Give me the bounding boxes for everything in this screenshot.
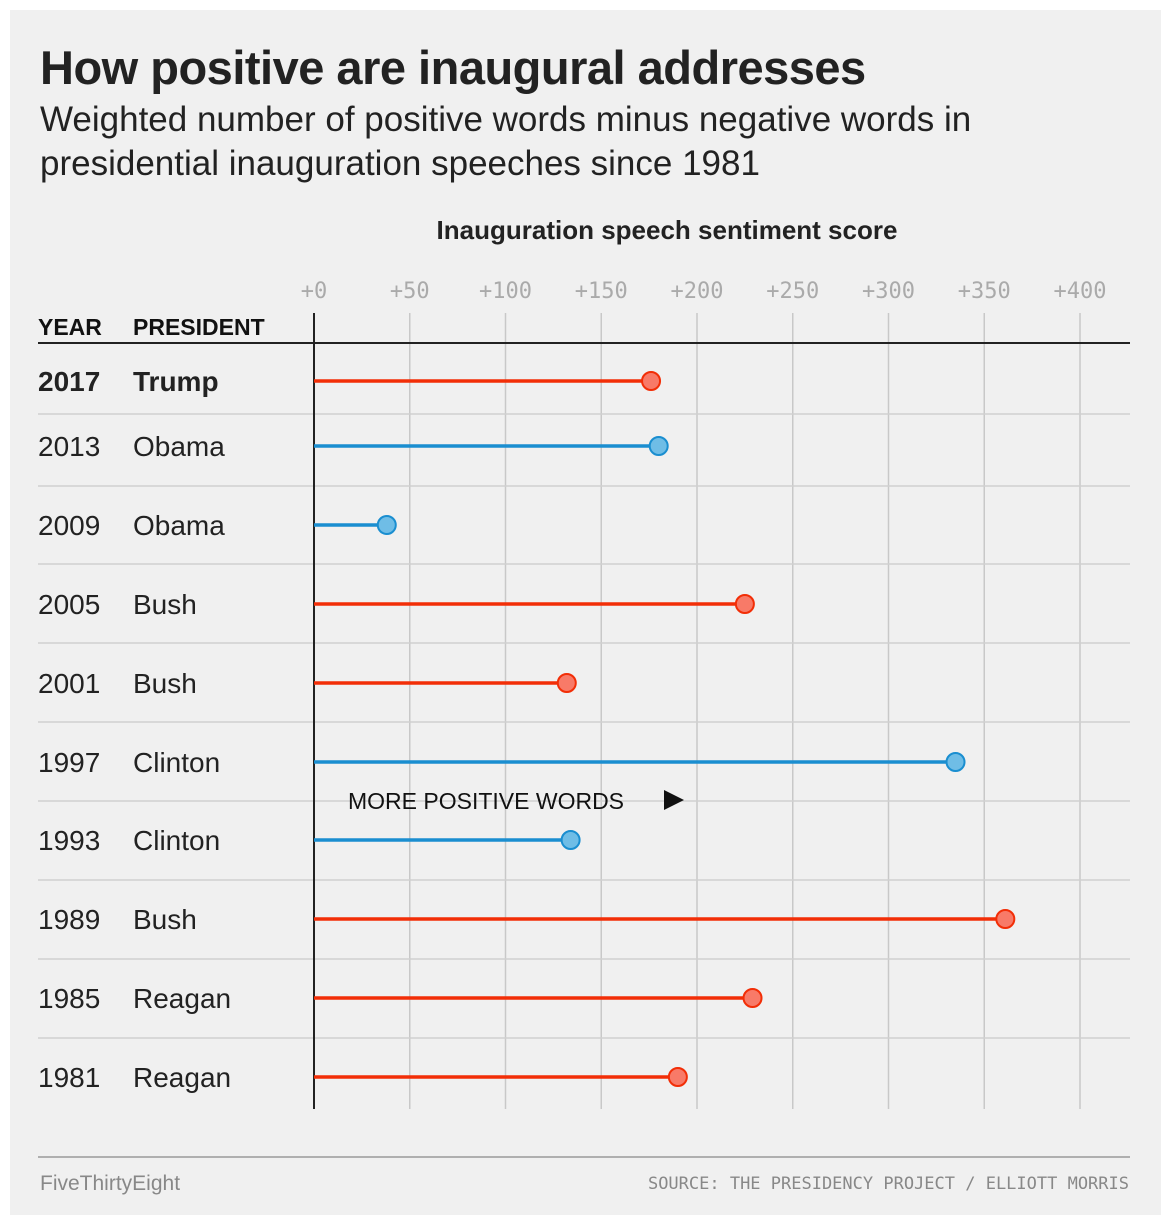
lollipop-dot [376, 515, 397, 535]
lollipop-dot [556, 673, 577, 693]
row-president: Trump [133, 366, 219, 397]
lollipop-dot [734, 594, 755, 614]
x-tick-label: +200 [671, 279, 724, 304]
lollipop-chart: Inauguration speech sentiment score +0 +50… [38, 215, 1130, 1158]
row-president: Bush [133, 904, 197, 935]
axis-title: Inauguration speech sentiment score [437, 215, 898, 245]
row-year: 1981 [38, 1062, 100, 1093]
x-tick-label: +100 [479, 279, 532, 304]
row-year: 1985 [38, 983, 100, 1014]
row-president: Obama [133, 510, 225, 541]
x-tick-label: +250 [766, 279, 819, 304]
row-president: Clinton [133, 747, 220, 778]
chart-subtitle: Weighted number of positive words minus … [40, 100, 972, 183]
row-year: 2017 [38, 366, 100, 397]
row-year: 1997 [38, 747, 100, 778]
lollipop-dot [560, 830, 581, 850]
x-tick-label: +300 [862, 279, 915, 304]
row-year: 1993 [38, 825, 100, 856]
x-tick-label: +0 [301, 279, 328, 304]
footer-source: SOURCE: THE PRESIDENCY PROJECT / ELLIOTT… [647, 1174, 1129, 1194]
chart-card: How positive are inaugural addresses Wei… [10, 10, 1161, 1215]
lollipop-dot [648, 436, 669, 456]
right-arrow-icon [664, 790, 684, 810]
lollipop-dot [742, 988, 763, 1008]
lollipop-dot [667, 1067, 688, 1087]
annotation-label: MORE POSITIVE WORDS [348, 788, 624, 814]
lollipop-dot [641, 371, 662, 391]
x-tick-label: +50 [390, 279, 430, 304]
footer-brand: FiveThirtyEight [40, 1172, 181, 1195]
row-president: Reagan [133, 983, 231, 1014]
row-president: Bush [133, 589, 197, 620]
row-president: Reagan [133, 1062, 231, 1093]
x-tick-label: +400 [1054, 279, 1107, 304]
row-year: 1989 [38, 904, 100, 935]
x-tick-label: +150 [575, 279, 628, 304]
x-tick-label: +350 [958, 279, 1011, 304]
chart-title: How positive are inaugural addresses [40, 41, 866, 94]
lollipop-dot [995, 909, 1016, 929]
row-year: 2009 [38, 510, 100, 541]
row-president: Clinton [133, 825, 220, 856]
lollipop-dot [945, 752, 966, 772]
row-year: 2013 [38, 431, 100, 462]
year-column-header: YEAR [38, 314, 102, 340]
president-column-header: PRESIDENT [133, 314, 265, 340]
row-year: 2001 [38, 668, 100, 699]
row-president: Bush [133, 668, 197, 699]
row-year: 2005 [38, 589, 100, 620]
row-president: Obama [133, 431, 225, 462]
